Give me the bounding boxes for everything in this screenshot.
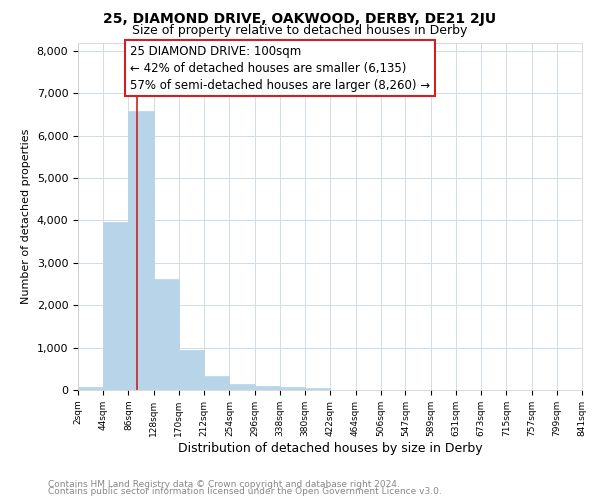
Bar: [128, 112, 154, 390]
Text: 25 DIAMOND DRIVE: 100sqm
← 42% of detached houses are smaller (6,135)
57% of sem: 25 DIAMOND DRIVE: 100sqm ← 42% of detach…: [130, 44, 430, 92]
Bar: [305, 388, 331, 390]
Bar: [204, 376, 229, 390]
X-axis label: Distribution of detached houses by size in Derby: Distribution of detached houses by size …: [178, 442, 482, 454]
Bar: [280, 387, 305, 390]
Bar: [229, 384, 254, 390]
Bar: [154, 279, 179, 390]
Text: Size of property relative to detached houses in Derby: Size of property relative to detached ho…: [133, 24, 467, 37]
Bar: [103, 222, 128, 390]
Text: Contains HM Land Registry data © Crown copyright and database right 2024.: Contains HM Land Registry data © Crown c…: [48, 480, 400, 489]
Y-axis label: Number of detached properties: Number of detached properties: [21, 128, 31, 304]
Text: 25, DIAMOND DRIVE, OAKWOOD, DERBY, DE21 2JU: 25, DIAMOND DRIVE, OAKWOOD, DERBY, DE21 …: [103, 12, 497, 26]
Bar: [179, 350, 204, 390]
Bar: [78, 387, 103, 390]
Text: Contains public sector information licensed under the Open Government Licence v3: Contains public sector information licen…: [48, 487, 442, 496]
Bar: [254, 386, 280, 390]
